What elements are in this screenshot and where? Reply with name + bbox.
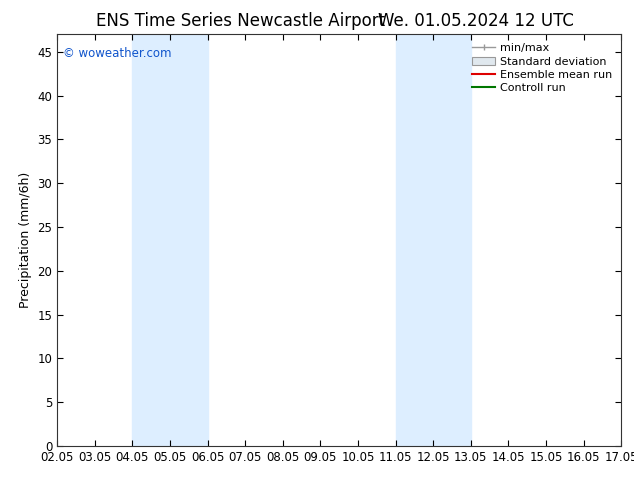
Bar	[133, 34, 207, 446]
Legend: min/max, Standard deviation, Ensemble mean run, Controll run: min/max, Standard deviation, Ensemble me…	[469, 40, 616, 97]
Text: We. 01.05.2024 12 UTC: We. 01.05.2024 12 UTC	[378, 12, 573, 30]
Bar	[396, 34, 471, 446]
Text: ENS Time Series Newcastle Airport: ENS Time Series Newcastle Airport	[96, 12, 385, 30]
Y-axis label: Precipitation (mm/6h): Precipitation (mm/6h)	[19, 172, 32, 308]
Text: © woweather.com: © woweather.com	[63, 47, 171, 60]
